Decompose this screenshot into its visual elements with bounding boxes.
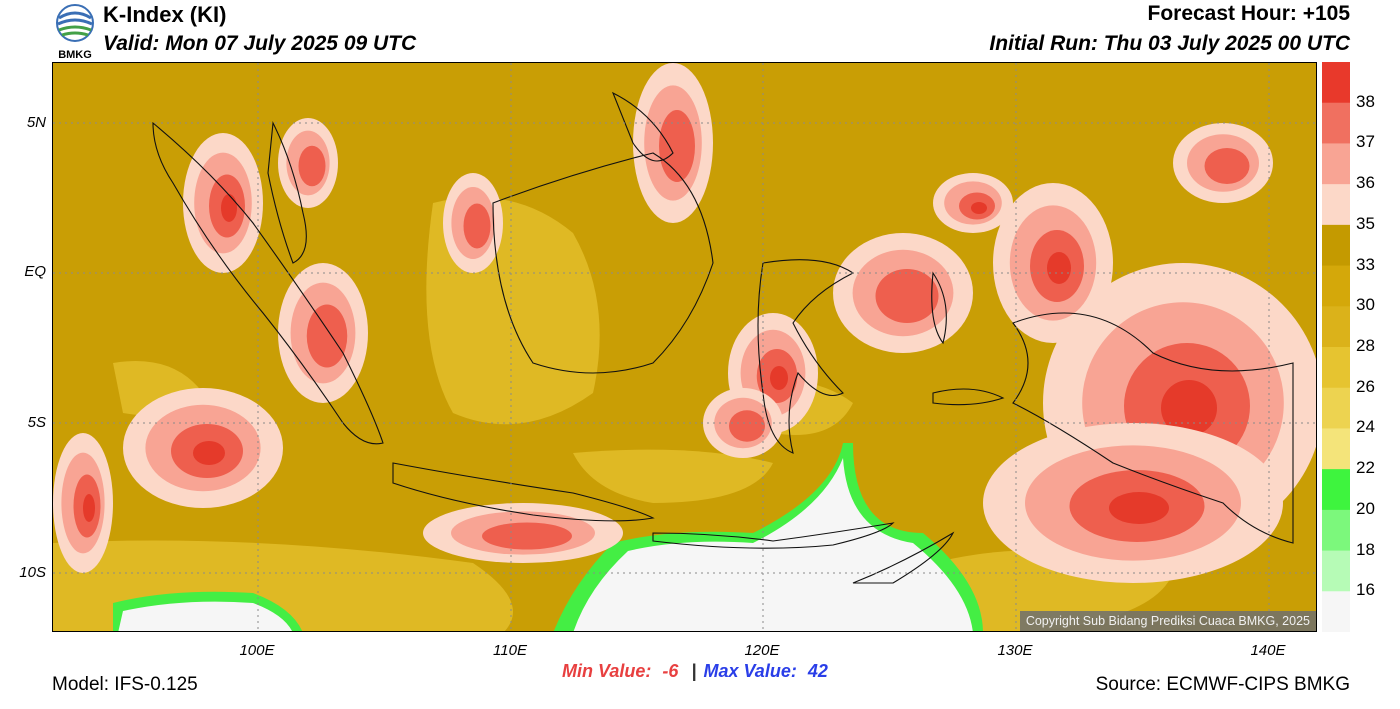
colorbar-label: 37 (1356, 132, 1375, 152)
valid-time: Valid: Mon 07 July 2025 09 UTC (103, 32, 417, 55)
coastline (932, 388, 1005, 406)
value-stats: Min Value: -6 | Max Value: 42 (562, 661, 828, 682)
map-panel: Copyright Sub Bidang Prediksi Cuaca BMKG… (52, 62, 1317, 632)
colorbar-segment (1322, 387, 1350, 429)
lon-label-130e: 130E (997, 642, 1033, 659)
colorbar-label: 18 (1356, 539, 1375, 559)
initial-run: Initial Run: Thu 03 July 2025 00 UTC (989, 32, 1350, 55)
colorbar-segment (1322, 143, 1350, 185)
colorbar-label: 30 (1356, 295, 1375, 315)
colorbar-segment (1322, 224, 1350, 267)
coastline (931, 271, 947, 345)
ki-red-zone (463, 203, 491, 249)
colorbar-segment (1322, 550, 1350, 592)
min-value-label: Min Value: (562, 661, 652, 681)
ki-red-zone (875, 269, 939, 323)
copyright-note: Copyright Sub Bidang Prediksi Cuaca BMKG… (1019, 611, 1316, 631)
colorbar-label: 33 (1356, 254, 1375, 274)
colorbar-label: 26 (1356, 376, 1375, 396)
min-value: -6 (662, 661, 679, 681)
coastline (267, 121, 307, 264)
ki-deep-red-core (83, 494, 95, 522)
ki-deep-red-core (971, 202, 987, 214)
lon-label-100e: 100E (239, 642, 275, 659)
colorbar-segment (1322, 469, 1350, 511)
logo-text: BMKG (58, 49, 92, 61)
lat-label-5s: 5S (27, 414, 46, 431)
colorbar-segment (1322, 102, 1350, 144)
coastline (852, 531, 955, 584)
data-source: Source: ECMWF-CIPS BMKG (1095, 674, 1350, 695)
low-index-pale-region (573, 458, 973, 631)
ki-deep-red-core (221, 194, 237, 222)
colorbar-segment (1322, 347, 1350, 389)
ki-deep-red-core (1161, 380, 1217, 436)
ki-red-zone (306, 304, 348, 368)
bmkg-logo: BMKG (52, 2, 98, 61)
coastline (152, 121, 384, 445)
colorbar-segment (1322, 62, 1350, 104)
colorbar-segment (1322, 184, 1350, 226)
lon-label-110e: 110E (493, 642, 527, 659)
colorbar-segment (1322, 509, 1350, 552)
ki-deep-red-core (193, 441, 225, 465)
k-index-field (53, 63, 1316, 631)
colorbar (1322, 62, 1350, 632)
colorbar-segment (1322, 265, 1350, 307)
max-value-label: Max Value: (703, 661, 797, 681)
colorbar-segment (1322, 428, 1350, 470)
forecast-hour: Forecast Hour: +105 (1147, 2, 1351, 25)
coastline (652, 522, 895, 549)
lat-label-eq: EQ (24, 263, 46, 280)
lon-label-140e: 140E (1250, 642, 1286, 659)
colorbar-label: 36 (1356, 173, 1375, 193)
coastline (1012, 312, 1294, 544)
colorbar-label: 35 (1356, 213, 1375, 233)
coastline (492, 152, 714, 374)
colorbar-label: 16 (1356, 580, 1375, 600)
colorbar-segment (1322, 591, 1350, 632)
light-zone (573, 449, 773, 503)
lat-label-5n: 5N (26, 114, 46, 131)
coastline (392, 462, 655, 522)
colorbar-label: 24 (1356, 417, 1375, 437)
low-index-pale-sw (118, 601, 292, 631)
coastline (611, 91, 674, 162)
chart-title: K-Index (KI) (103, 2, 227, 27)
colorbar-label: 22 (1356, 458, 1375, 478)
ki-deep-red-core (1047, 252, 1071, 284)
ki-red-zone (729, 410, 765, 442)
ki-red-zone (298, 145, 326, 187)
colorbar-label: 28 (1356, 336, 1375, 355)
colorbar-label: 38 (1356, 91, 1375, 111)
lon-label-120e: 120E (744, 642, 780, 659)
ki-deep-red-core (770, 366, 788, 390)
ki-deep-red-core (1109, 492, 1169, 524)
ki-red-zone (1204, 148, 1250, 184)
stats-separator: | (691, 661, 697, 681)
ki-red-zone (659, 110, 695, 182)
colorbar-segment (1322, 306, 1350, 348)
ki-red-zone (482, 522, 572, 550)
lat-label-10s: 10S (19, 564, 46, 581)
colorbar-label: 20 (1356, 498, 1375, 518)
coastline (757, 259, 855, 454)
model-info: Model: IFS-0.125 (52, 674, 198, 695)
max-value: 42 (807, 661, 828, 681)
bmkg-emblem-icon (56, 4, 94, 42)
